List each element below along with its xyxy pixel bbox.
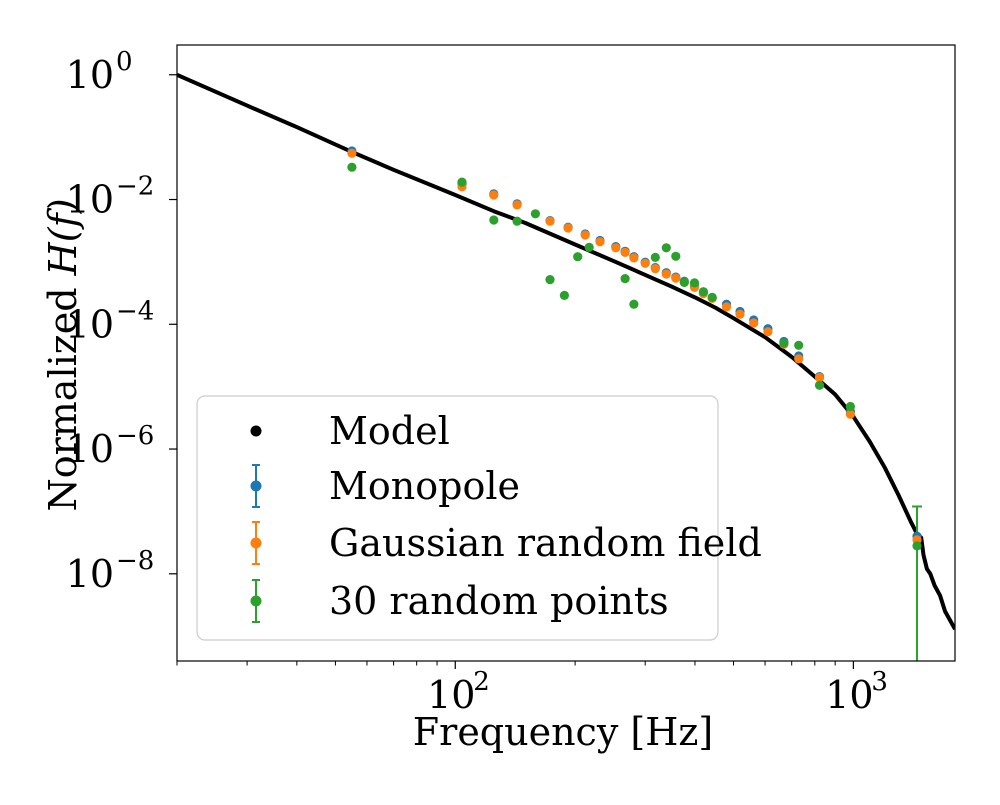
y-tick-label: 10 <box>66 552 114 596</box>
data-point <box>749 318 759 328</box>
data-point <box>559 290 570 300</box>
legend-marker <box>250 595 262 607</box>
y-tick-label: 10 <box>66 427 114 471</box>
model-curve <box>177 72 955 631</box>
y-tick-label: 10 <box>66 178 114 222</box>
x-tick-exponent: 2 <box>473 667 490 697</box>
data-point <box>530 209 541 219</box>
y-axis-label: Normalized H(f) <box>41 198 85 511</box>
data-point <box>735 309 745 319</box>
y-tick-exponent: −8 <box>116 546 154 576</box>
data-point <box>671 273 681 283</box>
legend-marker <box>250 480 262 492</box>
data-point <box>845 401 856 412</box>
data-point <box>721 302 732 312</box>
data-point <box>794 354 804 364</box>
x-tick-exponent: 3 <box>871 667 888 697</box>
y-tick-exponent: −4 <box>116 296 154 326</box>
legend-marker <box>250 537 262 549</box>
data-point <box>912 541 922 551</box>
y-tick-exponent: −2 <box>116 172 154 202</box>
data-point <box>545 216 555 226</box>
x-tick-label: 10 <box>427 673 475 717</box>
data-point <box>707 292 717 302</box>
data-point <box>457 177 467 187</box>
data-point <box>640 258 650 268</box>
data-point <box>679 277 689 287</box>
data-point <box>629 253 639 263</box>
data-point <box>580 230 590 240</box>
data-point <box>650 264 660 274</box>
y-tick-exponent: −6 <box>116 421 154 451</box>
legend-label: Monopole <box>329 464 520 508</box>
x-tick-label: 10 <box>825 673 873 717</box>
legend: Model Monopole Gaussian random field 30 ran… <box>196 395 762 641</box>
data-point <box>698 287 709 297</box>
data-point <box>779 338 789 348</box>
data-point <box>794 340 804 350</box>
legend-label: Model <box>329 409 450 453</box>
y-tick-exponent: 0 <box>116 47 133 77</box>
legend-label: 30 random points <box>329 579 669 623</box>
data-point <box>845 409 856 419</box>
data-point <box>512 216 522 226</box>
data-point <box>650 252 660 262</box>
data-point <box>611 243 621 253</box>
data-point <box>584 242 594 252</box>
data-point <box>689 278 700 288</box>
data-point <box>671 251 681 261</box>
data-point <box>763 327 773 337</box>
plot-frame <box>176 44 956 662</box>
data-point <box>573 252 583 262</box>
y-tick-label: 10 <box>66 302 114 346</box>
legend-label: Gaussian random field <box>329 521 762 565</box>
legend-marker <box>250 425 262 437</box>
data-point <box>563 223 573 233</box>
legend-box <box>196 395 719 641</box>
data-point <box>620 274 630 284</box>
data-point <box>489 190 499 200</box>
data-point <box>347 148 357 158</box>
data-point <box>545 275 555 285</box>
data-point <box>629 299 639 309</box>
data-point <box>512 200 522 210</box>
data-point <box>661 269 671 279</box>
y-tick-label: 10 <box>66 53 114 97</box>
data-point <box>595 237 605 247</box>
data-point <box>620 247 630 257</box>
data-point <box>661 243 671 253</box>
data-point <box>347 162 357 172</box>
data-point <box>489 215 499 225</box>
data-point <box>814 372 825 383</box>
data-point <box>814 380 825 390</box>
x-axis-label: Frequency [Hz] <box>413 710 713 754</box>
